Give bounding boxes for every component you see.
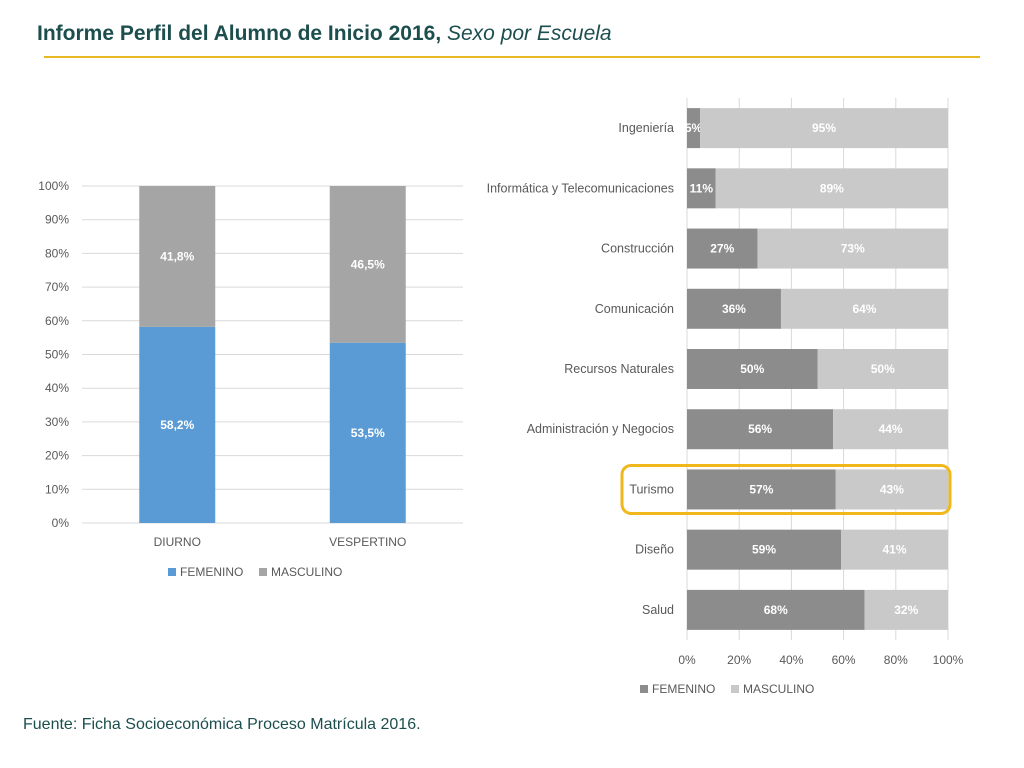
left-legend-swatch [168, 568, 176, 576]
right-y-category-label: Administración y Negocios [527, 422, 674, 436]
left-y-tick-label: 50% [45, 348, 69, 362]
right-data-label: 11% [690, 181, 714, 195]
right-data-label: 41% [882, 543, 906, 557]
right-y-category-label: Turismo [629, 482, 674, 496]
right-bar-masculino [780, 288, 948, 329]
right-bar-femenino [687, 409, 834, 450]
right-bar-femenino [687, 529, 841, 570]
right-legend-label: FEMENINO [652, 682, 715, 696]
right-data-label: 73% [841, 242, 865, 256]
right-y-category-label: Diseño [635, 543, 674, 557]
left-y-tick-label: 40% [45, 381, 69, 395]
right-y-category-label: Recursos Naturales [564, 362, 674, 376]
right-data-label: 36% [722, 302, 746, 316]
right-bar-masculino [835, 469, 948, 510]
right-bar-femenino [687, 589, 865, 630]
right-data-label: 59% [752, 543, 776, 557]
left-y-tick-label: 30% [45, 415, 69, 429]
right-y-category-label: Informática y Telecomunicaciones [487, 181, 674, 195]
left-y-tick-label: 70% [45, 280, 69, 294]
right-data-label: 50% [871, 362, 895, 376]
right-bar-femenino [687, 108, 701, 149]
page-title: Informe Perfil del Alumno de Inicio 2016… [37, 22, 612, 46]
title-underline [44, 56, 980, 58]
right-bar-femenino [687, 349, 818, 389]
left-legend-label: MASCULINO [271, 565, 342, 579]
left-x-category-label: VESPERTINO [329, 535, 406, 549]
chart-sexo-por-jornada: 0% 10% 20% 30% 40% 50% 60% 70% 80% 90% 100% 58,2% 41… [38, 179, 463, 579]
right-bar-masculino [757, 228, 948, 269]
right-data-label: 50% [740, 362, 764, 376]
right-data-label: 27% [710, 242, 734, 256]
right-data-label: 5% [685, 121, 703, 135]
right-legend-swatch [640, 685, 648, 693]
right-data-label: 56% [748, 422, 772, 436]
right-x-tick-label: 40% [779, 653, 803, 667]
left-data-label: 46,5% [351, 257, 385, 271]
left-bar-femenino [329, 342, 406, 523]
right-bar-masculino [715, 168, 948, 209]
left-bar-masculino [139, 186, 216, 327]
right-data-label: 32% [894, 603, 918, 617]
right-x-tick-label: 60% [832, 653, 856, 667]
right-data-label: 57% [749, 482, 773, 496]
left-y-tick-label: 10% [45, 482, 69, 496]
left-bar-masculino [329, 186, 406, 343]
right-x-tick-label: 20% [727, 653, 751, 667]
left-legend-swatch [259, 568, 267, 576]
right-bar-femenino [687, 228, 758, 269]
title-italic: Sexo por Escuela [447, 22, 612, 45]
left-y-tick-label: 80% [45, 246, 69, 260]
left-legend-label: FEMENINO [180, 565, 243, 579]
left-y-tick-label: 60% [45, 314, 69, 328]
right-y-category-label: Comunicación [595, 302, 674, 316]
left-y-tick-label: 90% [45, 213, 69, 227]
right-x-tick-label: 100% [933, 653, 964, 667]
right-bar-masculino [817, 349, 948, 389]
left-x-category-label: DIURNO [154, 535, 201, 549]
left-bar-femenino [139, 326, 216, 523]
right-x-tick-label: 80% [884, 653, 908, 667]
right-data-label: 89% [820, 181, 844, 195]
right-bar-masculino [864, 589, 948, 630]
left-data-label: 53,5% [351, 426, 385, 440]
left-data-label: 41,8% [160, 249, 194, 263]
highlight-box [620, 463, 952, 515]
right-y-category-label: Salud [642, 603, 674, 617]
right-y-category-label: Ingeniería [618, 121, 674, 135]
left-y-tick-label: 20% [45, 449, 69, 463]
right-data-label: 95% [812, 121, 836, 135]
right-bar-masculino [840, 529, 948, 570]
right-legend-label: MASCULINO [743, 682, 814, 696]
source-note: Fuente: Ficha Socioeconómica Proceso Mat… [23, 716, 421, 733]
right-bar-femenino [687, 168, 716, 209]
right-data-label: 43% [880, 482, 904, 496]
right-bar-masculino [700, 108, 948, 149]
left-y-tick-label: 0% [52, 516, 70, 530]
right-bar-femenino [687, 469, 836, 510]
title-main: Informe Perfil del Alumno de Inicio 2016… [37, 22, 442, 45]
right-data-label: 68% [764, 603, 788, 617]
chart-sexo-por-escuela: 0% 20% 40% 60% 80% 100% 5% 95% Ingeniería 11% 89% I… [487, 98, 964, 696]
right-bar-femenino [687, 288, 781, 329]
right-bar-masculino [833, 409, 948, 450]
left-data-label: 58,2% [160, 418, 194, 432]
right-data-label: 64% [852, 302, 876, 316]
right-y-category-label: Construcción [601, 242, 674, 256]
left-y-tick-label: 100% [38, 179, 69, 193]
right-legend-swatch [731, 685, 739, 693]
right-data-label: 44% [879, 422, 903, 436]
right-x-tick-label: 0% [678, 653, 696, 667]
